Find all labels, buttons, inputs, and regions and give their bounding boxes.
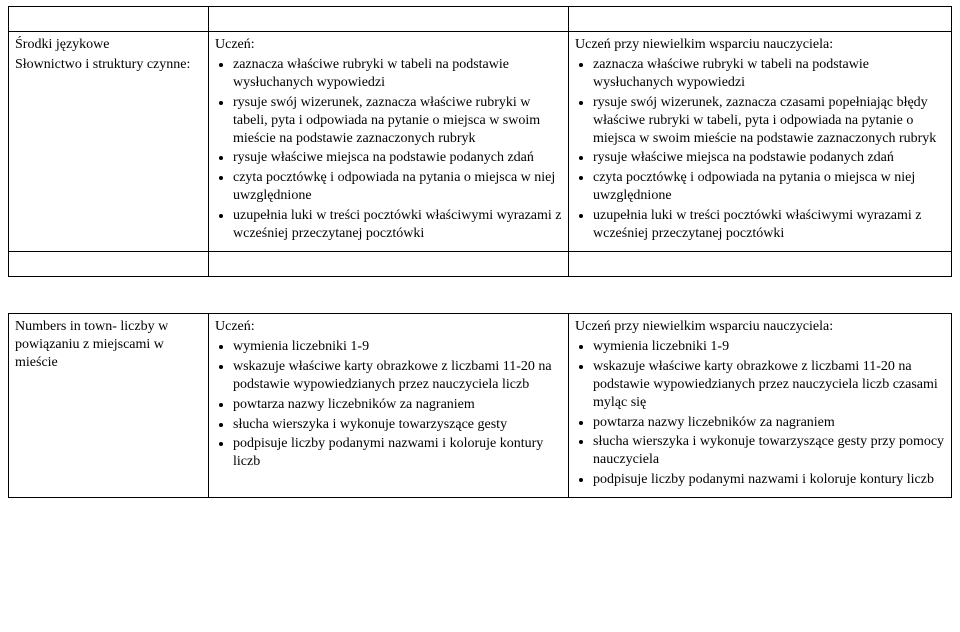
list-item: rysuje swój wizerunek, zaznacza właściwe…	[233, 94, 562, 148]
list-item: rysuje swój wizerunek, zaznacza czasami …	[593, 94, 945, 148]
list-item: rysuje właściwe miejsca na podstawie pod…	[593, 149, 945, 167]
table-2-row: Numbers in town- liczby w powiązaniu z m…	[9, 313, 952, 497]
list-item: zaznacza właściwe rubryki w tabeli na po…	[233, 56, 562, 92]
t2-left-line1: Numbers in town- liczby w powiązaniu z m…	[15, 318, 202, 372]
list-item: uzupełnia luki w treści pocztówki właści…	[233, 207, 562, 243]
list-item: powtarza nazwy liczebników za nagraniem	[593, 414, 945, 432]
table-2: Numbers in town- liczby w powiązaniu z m…	[8, 313, 952, 498]
t1-right-list: zaznacza właściwe rubryki w tabeli na po…	[575, 56, 945, 243]
table-2-left-cell: Numbers in town- liczby w powiązaniu z m…	[9, 313, 209, 497]
list-item: czyta pocztówkę i odpowiada na pytania o…	[233, 169, 562, 205]
t1-left-line1: Środki językowe	[15, 36, 202, 54]
table-1-left-cell: Środki językowe Słownictwo i struktury c…	[9, 32, 209, 252]
table-1-empty-top	[9, 7, 952, 32]
table-1: Środki językowe Słownictwo i struktury c…	[8, 6, 952, 277]
table-gap	[8, 277, 952, 313]
list-item: wymienia liczebniki 1-9	[593, 338, 945, 356]
list-item: słucha wierszyka i wykonuje towarzyszące…	[593, 433, 945, 469]
list-item: czyta pocztówkę i odpowiada na pytania o…	[593, 169, 945, 205]
list-item: wskazuje właściwe karty obrazkowe z licz…	[233, 358, 562, 394]
table-1-right-cell: Uczeń przy niewielkim wsparciu nauczycie…	[569, 32, 952, 252]
table-1-mid-cell: Uczeń: zaznacza właściwe rubryki w tabel…	[209, 32, 569, 252]
t2-right-lead: Uczeń przy niewielkim wsparciu nauczycie…	[575, 318, 945, 336]
t1-right-lead: Uczeń przy niewielkim wsparciu nauczycie…	[575, 36, 945, 54]
list-item: zaznacza właściwe rubryki w tabeli na po…	[593, 56, 945, 92]
table-1-empty-bottom	[9, 251, 952, 276]
list-item: wymienia liczebniki 1-9	[233, 338, 562, 356]
table-1-row: Środki językowe Słownictwo i struktury c…	[9, 32, 952, 252]
t2-right-list: wymienia liczebniki 1-9 wskazuje właściw…	[575, 338, 945, 489]
list-item: podpisuje liczby podanymi nazwami i kolo…	[593, 471, 945, 489]
list-item: wskazuje właściwe karty obrazkowe z licz…	[593, 358, 945, 412]
t2-mid-lead: Uczeń:	[215, 318, 562, 336]
table-2-right-cell: Uczeń przy niewielkim wsparciu nauczycie…	[569, 313, 952, 497]
t1-left-line2: Słownictwo i struktury czynne:	[15, 56, 202, 74]
list-item: rysuje właściwe miejsca na podstawie pod…	[233, 149, 562, 167]
list-item: powtarza nazwy liczebników za nagraniem	[233, 396, 562, 414]
page: Środki językowe Słownictwo i struktury c…	[0, 0, 960, 506]
table-2-mid-cell: Uczeń: wymienia liczebniki 1-9 wskazuje …	[209, 313, 569, 497]
t1-mid-list: zaznacza właściwe rubryki w tabeli na po…	[215, 56, 562, 243]
t1-mid-lead: Uczeń:	[215, 36, 562, 54]
list-item: podpisuje liczby podanymi nazwami i kolo…	[233, 435, 562, 471]
list-item: uzupełnia luki w treści pocztówki właści…	[593, 207, 945, 243]
list-item: słucha wierszyka i wykonuje towarzyszące…	[233, 416, 562, 434]
t2-mid-list: wymienia liczebniki 1-9 wskazuje właściw…	[215, 338, 562, 471]
